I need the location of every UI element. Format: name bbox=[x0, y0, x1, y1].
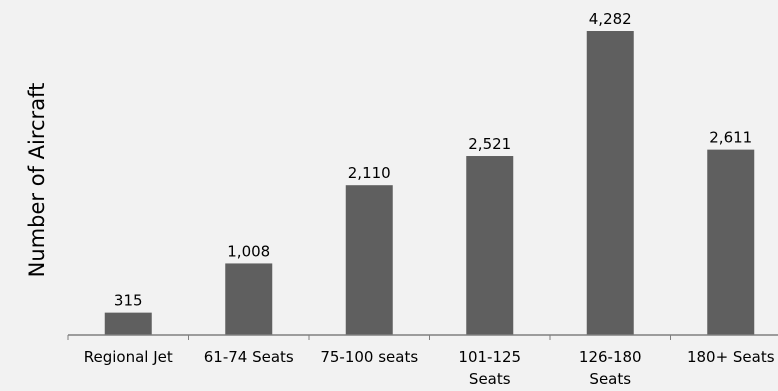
x-tick-label-4: 126-180 Seats bbox=[579, 348, 642, 388]
x-tick-label-0: Regional Jet bbox=[84, 348, 173, 366]
bar-1 bbox=[225, 263, 273, 335]
bar-0 bbox=[104, 312, 152, 335]
x-tick-label-line: 75-100 seats bbox=[320, 348, 418, 366]
x-tick-label-1: 61-74 Seats bbox=[204, 348, 294, 366]
bars-layer bbox=[104, 31, 755, 335]
data-label-0: 315 bbox=[114, 292, 143, 310]
x-tick-label-line: 126-180 bbox=[579, 348, 642, 366]
bar-5 bbox=[707, 149, 755, 335]
x-tick-label-2: 75-100 seats bbox=[320, 348, 418, 366]
data-label-2: 2,110 bbox=[348, 164, 391, 182]
x-tick-label-line: 61-74 Seats bbox=[204, 348, 294, 366]
x-tick-label-5: 180+ Seats bbox=[687, 348, 775, 366]
data-label-5: 2,611 bbox=[709, 129, 752, 147]
bar-2 bbox=[345, 185, 393, 335]
labels-layer: 315 Regional Jet 1,008 61-74 Seats 2,110 75-1… bbox=[84, 10, 775, 388]
x-tick-label-line: Seats bbox=[589, 370, 631, 388]
y-axis-label: Number of Aircraft bbox=[25, 83, 49, 278]
data-label-3: 2,521 bbox=[468, 135, 511, 153]
x-tick-label-3: 101-125 Seats bbox=[458, 348, 521, 388]
x-tick-label-line: 180+ Seats bbox=[687, 348, 775, 366]
x-tick-label-line: 101-125 bbox=[458, 348, 521, 366]
bar-4 bbox=[586, 31, 634, 335]
bar-3 bbox=[466, 156, 514, 335]
x-axis bbox=[67, 334, 778, 340]
data-label-4: 4,282 bbox=[589, 10, 632, 28]
data-label-1: 1,008 bbox=[227, 242, 270, 260]
x-tick-label-line: Regional Jet bbox=[84, 348, 173, 366]
x-tick-label-line: Seats bbox=[469, 370, 511, 388]
